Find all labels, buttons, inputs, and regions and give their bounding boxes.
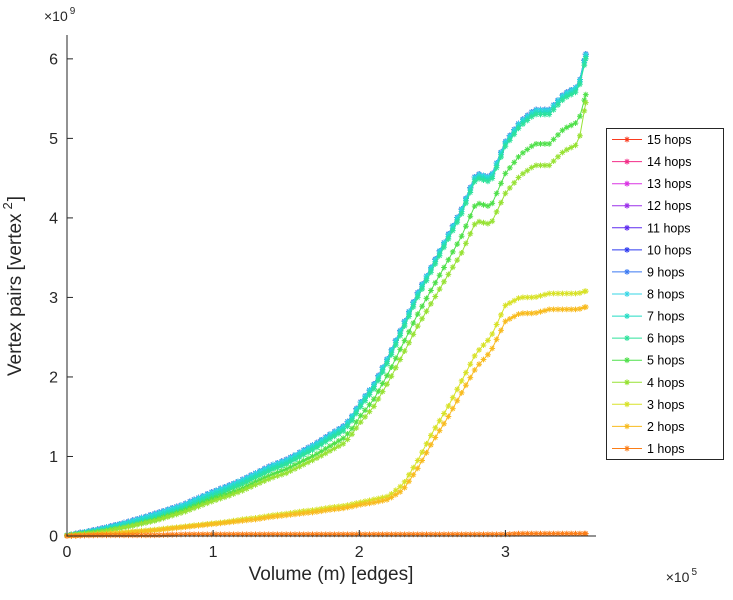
x-multiplier-exponent: 5 <box>691 567 697 578</box>
legend-entry-14-hops: 14 hops <box>612 155 691 169</box>
legend-entry-label: 15 hops <box>647 133 691 147</box>
series-line-3-hops <box>64 288 589 539</box>
axis-labels: Volume (m) [edges] Vertex pairs [vertex 2… <box>0 6 697 585</box>
series-line-12-hops <box>64 51 589 539</box>
legend-entry-label: 7 hops <box>647 310 685 324</box>
y-axis-label-text: Vertex pairs [vertex <box>5 213 26 376</box>
series-line-11-hops <box>64 51 589 539</box>
y-multiplier-base: ×10 <box>44 8 68 24</box>
y-tick-label: 0 <box>49 529 58 546</box>
y-tick-label: 2 <box>49 369 58 386</box>
series-line-14-hops <box>64 51 589 539</box>
y-axis-label-exponent: 2 <box>0 202 15 209</box>
legend-entry-label: 5 hops <box>647 354 685 368</box>
legend-entry-6-hops: 6 hops <box>612 332 685 346</box>
legend-entry-label: 6 hops <box>647 332 685 346</box>
legend-entry-label: 10 hops <box>647 243 691 257</box>
legend-entry-label: 12 hops <box>647 199 691 213</box>
legend-entry-label: 13 hops <box>647 177 691 191</box>
series-line-7-hops <box>64 53 589 539</box>
y-multiplier-exponent: 9 <box>70 6 76 17</box>
series-line-4-hops <box>64 99 589 539</box>
legend-entry-label: 9 hops <box>647 265 685 279</box>
legend-entry-label: 2 hops <box>647 420 685 434</box>
legend: 15 hops 14 hops 13 hops 12 hops 11 hops 10 ho… <box>606 128 724 460</box>
legend-entry-9-hops: 9 hops <box>612 265 685 279</box>
x-multiplier-base: ×10 <box>666 569 690 585</box>
x-axis-multiplier: ×10 5 <box>666 567 698 585</box>
y-tick-label: 4 <box>49 210 58 227</box>
y-tick-label: 5 <box>49 131 58 148</box>
x-tick-label: 1 <box>209 544 218 561</box>
axes: 0 1 2 3 0 1 2 3 4 5 6 <box>49 35 596 561</box>
legend-entry-10-hops: 10 hops <box>612 243 691 257</box>
legend-entry-label: 11 hops <box>647 221 691 235</box>
legend-entry-15-hops: 15 hops <box>612 133 691 147</box>
y-axis-label: Vertex pairs [vertex 2] <box>0 196 26 376</box>
legend-entry-label: 4 hops <box>647 376 685 390</box>
series-line-15-hops <box>64 51 589 539</box>
y-tick-label: 6 <box>49 51 58 68</box>
legend-entry-label: 14 hops <box>647 155 691 169</box>
y-axis-multiplier: ×10 9 <box>44 6 76 24</box>
legend-entry-11-hops: 11 hops <box>612 221 691 235</box>
legend-entry-label: 8 hops <box>647 288 685 302</box>
legend-entry-13-hops: 13 hops <box>612 177 691 191</box>
series-line-2-hops <box>64 304 589 539</box>
legend-entry-3-hops: 3 hops <box>612 398 685 412</box>
legend-entry-2-hops: 2 hops <box>612 420 685 434</box>
legend-entry-7-hops: 7 hops <box>612 310 685 324</box>
legend-entry-12-hops: 12 hops <box>612 199 691 213</box>
series-line-13-hops <box>64 51 589 539</box>
axis-lines <box>66 35 596 537</box>
y-tick-label: 3 <box>49 290 58 307</box>
series-line-5-hops <box>64 91 589 539</box>
legend-entry-4-hops: 4 hops <box>612 376 685 390</box>
y-tick-label: 1 <box>49 449 58 466</box>
x-tick-label: 0 <box>63 544 72 561</box>
series-group <box>64 51 589 539</box>
series-line-9-hops <box>64 51 589 539</box>
x-tick-label: 2 <box>355 544 364 561</box>
legend-entry-5-hops: 5 hops <box>612 354 685 368</box>
legend-entry-1-hops: 1 hops <box>612 442 685 456</box>
series-line-8-hops <box>64 51 589 539</box>
legend-entry-label: 1 hops <box>647 442 685 456</box>
x-tick-label: 3 <box>501 544 510 561</box>
series-line-6-hops <box>64 56 589 539</box>
series-line-1-hops <box>64 530 589 539</box>
legend-entry-8-hops: 8 hops <box>612 288 685 302</box>
legend-entry-label: 3 hops <box>647 398 685 412</box>
x-axis-label: Volume (m) [edges] <box>249 564 414 585</box>
y-axis-label-bracket: ] <box>5 196 26 201</box>
series-line-10-hops <box>64 51 589 539</box>
